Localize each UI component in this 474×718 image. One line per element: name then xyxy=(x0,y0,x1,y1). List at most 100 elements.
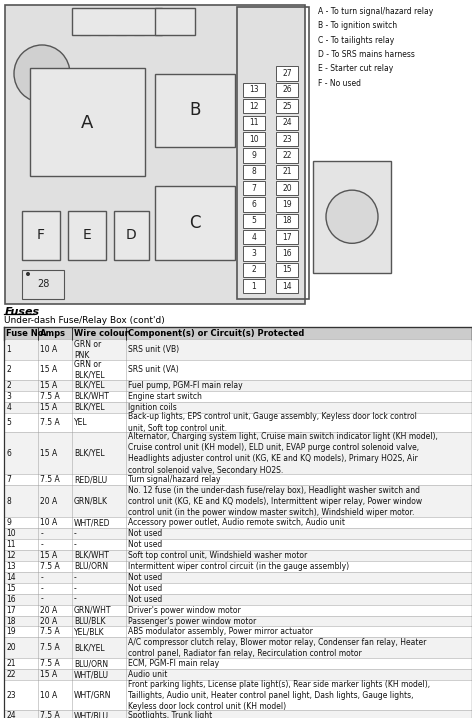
Circle shape xyxy=(14,45,70,102)
Bar xyxy=(243,197,265,212)
Text: 28: 28 xyxy=(37,279,49,289)
Bar xyxy=(4,594,472,605)
Circle shape xyxy=(118,24,124,29)
Text: Not used: Not used xyxy=(128,573,162,582)
Bar xyxy=(30,68,145,176)
Text: B: B xyxy=(189,101,201,119)
Text: 24: 24 xyxy=(282,118,292,127)
Bar xyxy=(276,230,298,244)
Bar xyxy=(155,74,235,147)
Bar xyxy=(276,263,298,277)
Text: 10: 10 xyxy=(6,529,16,538)
Text: 3: 3 xyxy=(6,392,11,401)
Text: 15 A: 15 A xyxy=(40,449,57,458)
Text: 19: 19 xyxy=(6,628,16,636)
Text: 2: 2 xyxy=(6,381,11,390)
Text: 16: 16 xyxy=(282,249,292,258)
Text: BLU/BLK: BLU/BLK xyxy=(74,617,105,625)
Text: 25: 25 xyxy=(282,102,292,111)
Bar xyxy=(4,517,472,528)
Text: 9: 9 xyxy=(6,518,11,527)
Bar xyxy=(276,99,298,113)
Text: B - To ignition switch: B - To ignition switch xyxy=(318,22,397,30)
Bar xyxy=(4,680,472,710)
Text: 15 A: 15 A xyxy=(40,670,57,679)
Text: 12: 12 xyxy=(6,551,16,560)
Text: Not used: Not used xyxy=(128,540,162,549)
Bar xyxy=(276,148,298,162)
Text: 14: 14 xyxy=(282,281,292,291)
Text: 10 A: 10 A xyxy=(40,345,57,355)
Text: Passenger's power window motor: Passenger's power window motor xyxy=(128,617,256,625)
Text: 15: 15 xyxy=(6,584,16,592)
Bar xyxy=(5,5,305,304)
Text: 14: 14 xyxy=(6,573,16,582)
Circle shape xyxy=(326,190,378,243)
Text: 7.5 A: 7.5 A xyxy=(40,711,60,718)
Text: D - To SRS mains harness: D - To SRS mains harness xyxy=(318,50,415,59)
Circle shape xyxy=(82,24,88,29)
Bar xyxy=(276,116,298,130)
Text: 3: 3 xyxy=(252,249,256,258)
Text: BLU/ORN: BLU/ORN xyxy=(74,659,108,668)
Text: 27: 27 xyxy=(282,69,292,78)
Text: -: - xyxy=(74,595,77,604)
Text: GRN or
PNK: GRN or PNK xyxy=(74,340,101,360)
Text: GRN/WHT: GRN/WHT xyxy=(74,605,111,615)
Text: SRS unit (VB): SRS unit (VB) xyxy=(128,345,179,355)
Text: A - To turn signal/hazard relay: A - To turn signal/hazard relay xyxy=(318,7,433,17)
Text: 2: 2 xyxy=(252,266,256,274)
Text: Amps: Amps xyxy=(40,329,66,338)
Bar xyxy=(22,270,64,299)
Text: 7.5 A: 7.5 A xyxy=(40,659,60,668)
Bar xyxy=(243,148,265,162)
Text: 5: 5 xyxy=(252,216,256,225)
Text: 4: 4 xyxy=(252,233,256,242)
Text: F: F xyxy=(37,228,45,242)
Text: 20 A: 20 A xyxy=(40,617,57,625)
Text: Engine start switch: Engine start switch xyxy=(128,392,201,401)
Bar xyxy=(4,710,472,718)
Bar xyxy=(237,7,309,299)
Text: E - Starter cut relay: E - Starter cut relay xyxy=(318,65,393,73)
Text: 13: 13 xyxy=(6,561,16,571)
Bar xyxy=(4,572,472,583)
Bar xyxy=(4,561,472,572)
Text: 11: 11 xyxy=(6,540,16,549)
Text: 6: 6 xyxy=(6,449,11,458)
Text: -: - xyxy=(40,529,43,538)
Text: Soft top control unit, Windshield washer motor: Soft top control unit, Windshield washer… xyxy=(128,551,307,560)
Text: 13: 13 xyxy=(249,85,259,95)
Text: 21: 21 xyxy=(282,167,292,176)
Text: ABS modulator assembly, Power mirror actuator: ABS modulator assembly, Power mirror act… xyxy=(128,628,312,636)
Text: Front parking lights, License plate light(s), Rear side marker lights (KH model): Front parking lights, License plate ligh… xyxy=(128,679,430,711)
Text: BLK/YEL: BLK/YEL xyxy=(74,449,105,458)
Text: 7: 7 xyxy=(252,184,256,192)
Text: -: - xyxy=(74,584,77,592)
Text: BLK/WHT: BLK/WHT xyxy=(74,551,109,560)
Text: 15 A: 15 A xyxy=(40,403,57,411)
Bar xyxy=(4,658,472,669)
Bar xyxy=(4,627,472,638)
Text: Alternator, Charging system light, Cruise main switch indicator light (KH model): Alternator, Charging system light, Cruis… xyxy=(128,432,438,475)
Text: BLU/ORN: BLU/ORN xyxy=(74,561,108,571)
Text: Back-up lights, EPS control unit, Gauge assembly, Keyless door lock control
unit: Back-up lights, EPS control unit, Gauge … xyxy=(128,412,417,432)
Text: 7.5 A: 7.5 A xyxy=(40,628,60,636)
Text: D: D xyxy=(126,228,137,242)
Bar xyxy=(243,279,265,294)
Text: Fuse No.: Fuse No. xyxy=(6,329,47,338)
Text: 1: 1 xyxy=(252,281,256,291)
Text: ECM, PGM-FI main relay: ECM, PGM-FI main relay xyxy=(128,659,219,668)
Text: -: - xyxy=(40,595,43,604)
Text: 26: 26 xyxy=(282,85,292,95)
Text: Under-dash Fuse/Relay Box (cont'd): Under-dash Fuse/Relay Box (cont'd) xyxy=(4,316,165,325)
Text: BLK/YEL: BLK/YEL xyxy=(74,403,105,411)
Text: 12: 12 xyxy=(249,102,259,111)
Text: Audio unit: Audio unit xyxy=(128,670,167,679)
Text: Not used: Not used xyxy=(128,584,162,592)
Bar xyxy=(4,360,472,380)
Bar xyxy=(243,246,265,261)
Text: 20: 20 xyxy=(282,184,292,192)
Text: WHT/RED: WHT/RED xyxy=(74,518,110,527)
Text: -: - xyxy=(40,573,43,582)
